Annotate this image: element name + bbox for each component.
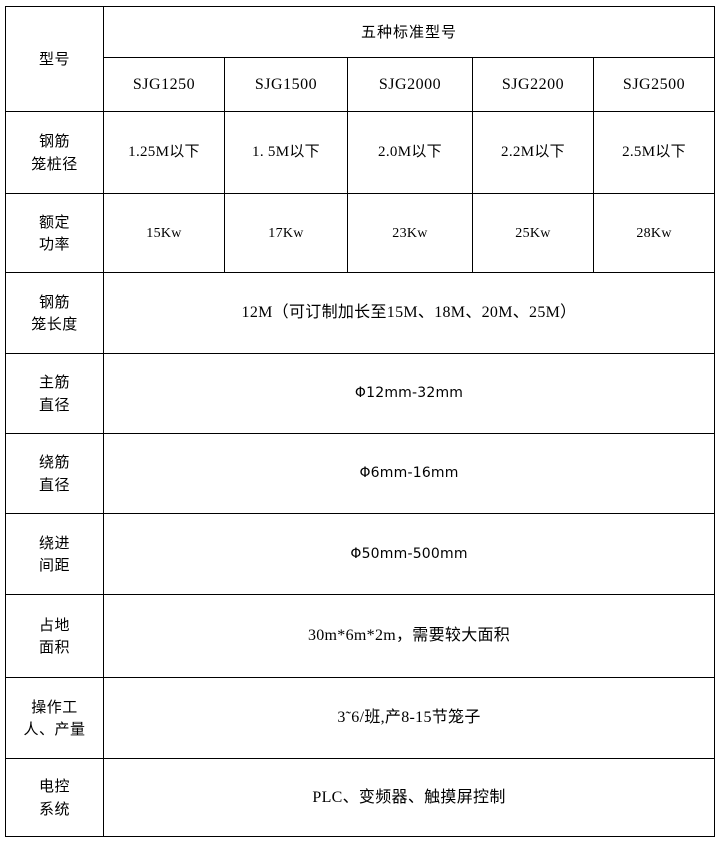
row-label-line1: 操作工 (31, 697, 78, 716)
cell-winding-pitch-value: Φ50mm-500mm (102, 513, 716, 595)
row-label-line1: 绕筋 (38, 453, 70, 471)
row-label-line1: 占地 (38, 615, 70, 634)
table-row: 钢筋 笼长度 12M（可订制加长至15M、18M、20M、25M） (5, 272, 716, 354)
table-row: 绕筋 直径 Φ6mm-16mm (5, 433, 716, 514)
cell-rated-power-2: 23Kw (347, 193, 473, 273)
row-label-line1: 钢筋 (38, 132, 70, 150)
phi-symbol-icon: Φ (359, 465, 371, 481)
row-label-line2: 笼长度 (31, 315, 78, 333)
phi-symbol-icon: Φ (350, 545, 362, 562)
header-corner-label: 型号 (5, 6, 104, 112)
table-header-group-row: 型号 五种标准型号 (5, 6, 716, 112)
table-row: 操作工 人、产量 3˜6/班,产8-15节笼子 (5, 677, 716, 759)
table-header-model-row: SJG1250 SJG1500 SJG2000 SJG2200 SJG2500 (6, 57, 716, 112)
table-row: 主筋 直径 Φ12mm-32mm (5, 353, 716, 434)
row-label-rated-power: 额定 功率 (5, 193, 104, 273)
cell-electric-control-system-value: PLC、变频器、触摸屏控制 (102, 758, 716, 837)
row-label-line1: 电控 (38, 777, 70, 795)
row-label-operators-output: 操作工 人、产量 (5, 677, 104, 759)
row-label-electric-control-system: 电控 系统 (5, 758, 104, 837)
cell-rated-power-3: 25Kw (472, 193, 594, 273)
row-label-footprint-area: 占地 面积 (5, 594, 104, 678)
row-label-winding-bar-diameter: 绕筋 直径 (5, 433, 104, 514)
row-label-line2: 间距 (38, 556, 70, 574)
row-label-cage-length: 钢筋 笼长度 (5, 272, 104, 354)
row-label-line2: 笼桩径 (31, 154, 78, 173)
cell-rated-power-0: 15Kw (103, 193, 225, 273)
row-label-winding-pitch: 绕进 间距 (5, 513, 104, 595)
table-row: 占地 面积 30m*6m*2m，需要较大面积 (5, 594, 716, 678)
model-header-0: SJG1250 (103, 57, 225, 112)
cell-cage-pile-diameter-3: 2.2M以下 (472, 111, 594, 194)
phi-symbol-icon: Φ (354, 385, 367, 401)
model-header-1: SJG1500 (224, 57, 348, 112)
cell-cage-pile-diameter-4: 2.5M以下 (592, 111, 716, 194)
row-label-line2: 人、产量 (23, 720, 86, 738)
row-label-line2: 功率 (38, 235, 70, 253)
cell-operators-output-value: 3˜6/班,产8-15节笼子 (102, 677, 716, 759)
specification-table: 型号 五种标准型号 SJG1250 SJG1500 SJG2000 SJG220… (5, 6, 716, 837)
row-label-line2: 系统 (38, 799, 70, 818)
header-group-title: 五种标准型号 (102, 6, 716, 58)
cell-main-bar-diameter-text: 12mm-32mm (366, 385, 464, 401)
table-row: 钢筋 笼桩径 1.25M以下 1. 5M以下 2.0M以下 2.2M以下 2.5… (5, 111, 716, 194)
cell-main-bar-diameter-value: Φ12mm-32mm (102, 353, 716, 434)
row-label-line2: 直径 (38, 475, 70, 494)
cell-winding-pitch-text: 50mm-500mm (361, 545, 468, 562)
cell-cage-length-value: 12M（可订制加长至15M、18M、20M、25M） (102, 272, 716, 354)
model-header-4: SJG2500 (592, 57, 716, 112)
cell-cage-pile-diameter-0: 1.25M以下 (103, 111, 225, 194)
cell-rated-power-1: 17Kw (224, 193, 348, 273)
row-label-line1: 额定 (38, 212, 70, 231)
cell-winding-bar-diameter-text: 6mm-16mm (370, 465, 459, 481)
table-row: 绕进 间距 Φ50mm-500mm (5, 513, 716, 595)
row-label-line2: 直径 (38, 395, 70, 414)
cell-footprint-area-value: 30m*6m*2m，需要较大面积 (102, 594, 716, 678)
cell-cage-pile-diameter-2: 2.0M以下 (347, 111, 473, 194)
row-label-main-bar-diameter: 主筋 直径 (5, 353, 104, 434)
model-header-3: SJG2200 (472, 57, 594, 112)
row-label-line1: 钢筋 (38, 292, 70, 311)
cell-winding-bar-diameter-value: Φ6mm-16mm (102, 433, 716, 514)
row-label-line1: 主筋 (38, 373, 70, 391)
cell-rated-power-4: 28Kw (592, 193, 716, 273)
row-label-line2: 面积 (38, 638, 70, 656)
model-header-2: SJG2000 (347, 57, 473, 112)
table-row: 电控 系统 PLC、变频器、触摸屏控制 (5, 758, 716, 837)
row-label-line1: 绕进 (38, 533, 70, 552)
cell-cage-pile-diameter-1: 1. 5M以下 (224, 111, 348, 194)
table-row: 额定 功率 15Kw 17Kw 23Kw 25Kw 28Kw (5, 193, 716, 273)
row-label-cage-pile-diameter: 钢筋 笼桩径 (5, 111, 104, 194)
